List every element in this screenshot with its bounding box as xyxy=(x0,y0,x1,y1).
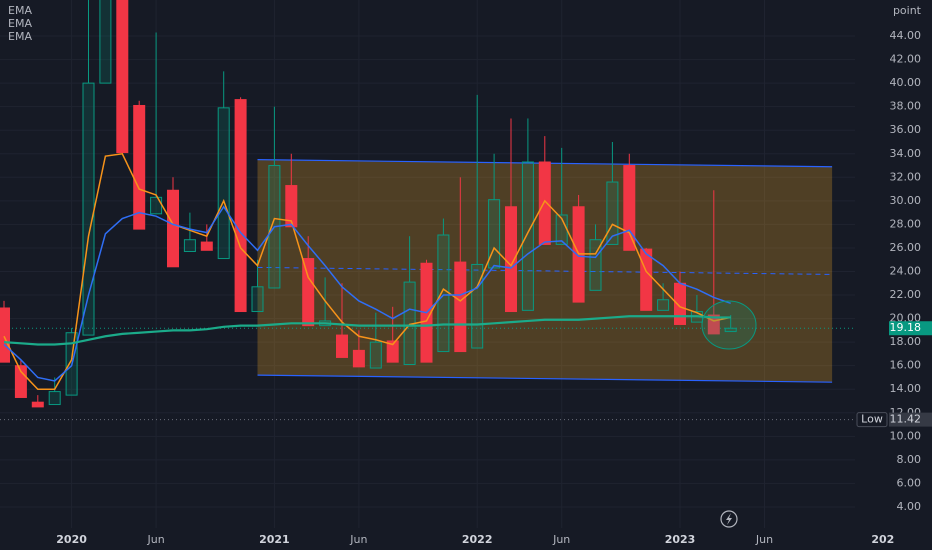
y-tick-label: 28.00 xyxy=(890,217,922,230)
candle-body xyxy=(589,239,602,291)
y-tick-label: 26.00 xyxy=(890,241,922,254)
y-tick-label: 36.00 xyxy=(890,123,922,136)
candle-body xyxy=(437,234,450,353)
last-price-box xyxy=(889,321,932,336)
y-tick-label: 6.00 xyxy=(897,476,922,489)
candle-body xyxy=(488,199,501,269)
y-axis-label: point xyxy=(893,4,922,17)
candle-body xyxy=(48,391,61,406)
candle-body xyxy=(150,196,163,215)
x-tick-label: Jun xyxy=(349,533,367,546)
ema-line xyxy=(3,205,731,382)
low-name: Low xyxy=(861,413,883,426)
y-tick-label: 10.00 xyxy=(890,429,922,442)
candle-body xyxy=(538,161,551,245)
candle-body xyxy=(471,263,484,349)
y-tick-label: 30.00 xyxy=(890,194,922,207)
candle-body xyxy=(31,401,44,408)
candle-body xyxy=(251,286,264,313)
low-name-box xyxy=(856,412,888,428)
candle-body xyxy=(302,258,315,327)
y-tick-label: 16.00 xyxy=(890,359,922,372)
highlight-circle xyxy=(701,300,757,350)
x-tick-label: 2020 xyxy=(56,533,87,546)
y-tick-label: 38.00 xyxy=(890,100,922,113)
candle-body xyxy=(183,239,196,252)
candle-body xyxy=(454,261,467,353)
candle-body xyxy=(386,340,399,363)
x-tick-label: 2023 xyxy=(665,533,696,546)
channel-lower xyxy=(257,374,833,383)
last-price: 19.18 xyxy=(890,321,922,334)
candle-body xyxy=(352,349,365,368)
low-value-box xyxy=(889,412,932,427)
candle-body xyxy=(521,161,534,311)
candle-body xyxy=(285,185,298,228)
x-tick-label: 2022 xyxy=(462,533,493,546)
candle-body xyxy=(14,365,27,398)
channel-middle xyxy=(257,266,833,275)
candle-body xyxy=(167,189,179,268)
legend-entry: EMA xyxy=(8,17,32,30)
y-tick-label: 8.00 xyxy=(897,453,922,466)
candle-body xyxy=(99,0,112,84)
x-tick-label: Jun xyxy=(552,533,570,546)
y-tick-label: 34.00 xyxy=(890,147,922,160)
candle-body xyxy=(623,165,636,251)
x-tick-label: 202 xyxy=(871,533,894,546)
x-tick-label: Jun xyxy=(755,533,773,546)
candle-body xyxy=(200,241,213,251)
candle-body xyxy=(606,181,619,245)
candle-body xyxy=(116,0,129,154)
y-tick-label: 24.00 xyxy=(890,264,922,277)
candle-body xyxy=(707,314,720,335)
x-tick-label: 2021 xyxy=(259,533,290,546)
candle-body xyxy=(217,107,230,260)
low-value: 11.42 xyxy=(890,413,922,426)
candle-body xyxy=(0,307,10,363)
candle-body xyxy=(234,99,247,313)
ema-line xyxy=(3,315,731,346)
candle-body xyxy=(369,341,382,369)
y-tick-label: 22.00 xyxy=(890,288,922,301)
legend-entry: EMA xyxy=(8,30,32,43)
candle-body xyxy=(640,248,653,311)
y-tick-label: 18.00 xyxy=(890,335,922,348)
legend-entry: EMA xyxy=(8,4,32,17)
x-tick-label: Jun xyxy=(147,533,165,546)
candle-body xyxy=(336,334,348,358)
y-tick-label: 40.00 xyxy=(890,76,922,89)
y-tick-label: 32.00 xyxy=(890,170,922,183)
candle-body xyxy=(657,299,670,311)
candle-body xyxy=(724,327,737,333)
y-tick-label: 4.00 xyxy=(897,500,922,513)
y-tick-label: 42.00 xyxy=(890,53,922,66)
ema-line xyxy=(3,152,731,390)
y-tick-label: 14.00 xyxy=(890,382,922,395)
candle-body xyxy=(133,104,146,230)
replay-icon[interactable] xyxy=(720,510,738,528)
y-tick-label: 44.00 xyxy=(890,29,922,42)
